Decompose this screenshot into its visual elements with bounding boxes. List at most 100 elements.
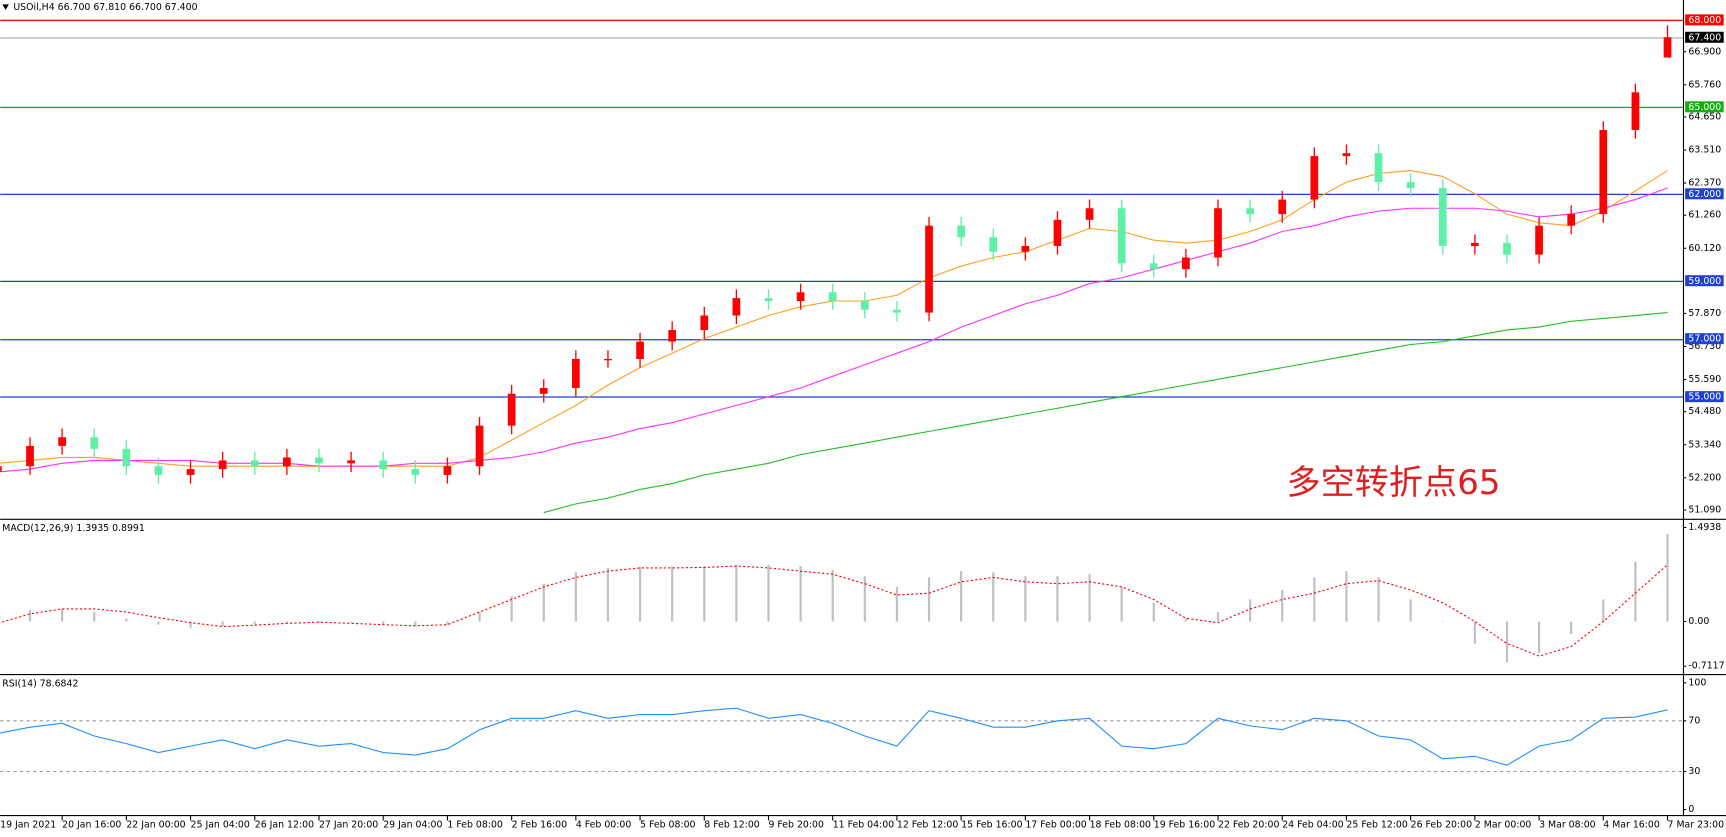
y-tick-label: -0.7117: [1688, 661, 1724, 672]
candle-body: [122, 448, 131, 467]
y-tick-label: 30: [1688, 766, 1700, 777]
y-tick-label: 63.510: [1688, 145, 1721, 156]
candle-body: [1663, 37, 1672, 58]
candle-body: [283, 457, 291, 467]
x-tick-label: 11 Feb 04:00: [833, 819, 894, 830]
candle-body: [154, 466, 163, 475]
candle-body: [186, 469, 195, 475]
candle-body: [571, 358, 580, 388]
macd-bar: [1216, 612, 1220, 622]
candle-body: [0, 466, 2, 473]
level-label: 65.000: [1688, 102, 1721, 113]
candle-body: [1310, 156, 1319, 200]
macd-bar: [1056, 576, 1059, 622]
x-tick-label: 26 Feb 20:00: [1411, 819, 1472, 830]
level-label: 68.000: [1688, 15, 1721, 26]
y-tick-label: 61.260: [1688, 210, 1721, 221]
macd-bar: [671, 566, 674, 622]
macd-bar: [1152, 602, 1155, 622]
x-tick-label: 27 Jan 20:00: [319, 819, 378, 830]
candle-body: [507, 393, 516, 426]
x-tick-label: 3 Mar 08:00: [1539, 819, 1596, 830]
y-tick-label: 57.870: [1688, 308, 1721, 319]
candle-body: [1374, 153, 1383, 183]
y-tick-label: 55.590: [1688, 374, 1721, 385]
macd-bar: [703, 566, 706, 622]
y-tick-label: 0: [1688, 804, 1694, 815]
candle-body: [443, 466, 452, 475]
macd-bar: [1602, 599, 1605, 622]
macd-bar: [414, 621, 417, 627]
macd-bar: [446, 621, 449, 625]
candle-body: [636, 341, 644, 359]
candle-body: [668, 329, 677, 342]
candle-body: [539, 387, 548, 394]
candle-body: [828, 292, 837, 302]
macd-bar: [1473, 621, 1476, 644]
x-tick-label: 22 Jan 00:00: [126, 819, 185, 830]
x-tick-label: 2 Mar 00:00: [1475, 819, 1532, 830]
candle-body: [1085, 208, 1094, 220]
macd-bar: [735, 564, 738, 622]
candle-body: [893, 309, 901, 313]
y-tick-label: 62.370: [1688, 178, 1721, 189]
level-label-box: [1685, 14, 1724, 26]
candle-body: [925, 225, 933, 313]
symbol-header: USOil,H4 66.700 67.810 66.700 67.400: [13, 2, 197, 13]
macd-bar: [253, 621, 256, 625]
macd-bar: [606, 567, 610, 622]
candle-body: [1053, 219, 1062, 246]
level-label: 55.000: [1688, 392, 1721, 403]
scales: 66.900 65.760 64.650 63.510 62.370 61.260 60.1…: [0, 14, 1725, 830]
y-tick-label: 65.760: [1688, 79, 1721, 90]
macd-bar: [125, 618, 128, 622]
macd-bar: [1345, 571, 1348, 622]
x-tick-label: 4 Feb 00:00: [576, 819, 631, 830]
level-label: 62.000: [1688, 189, 1721, 200]
candle-body: [1182, 257, 1190, 270]
macd-bar: [960, 571, 963, 622]
candle-body: [1406, 182, 1415, 188]
macd-bar: [510, 596, 513, 622]
macd-bar: [1088, 574, 1091, 622]
x-tick-label: 2 Feb 16:00: [512, 819, 567, 830]
moving-average: [543, 312, 1668, 514]
level-label-box: [1685, 391, 1724, 403]
menu-arrow[interactable]: [2, 4, 9, 10]
level-label-box: [1685, 188, 1724, 200]
moving-average: [0, 187, 1668, 473]
macd-bar: [638, 566, 642, 622]
x-tick-label: 5 Feb 08:00: [640, 819, 695, 830]
macd-plot: [0, 534, 1669, 663]
level-label: 59.000: [1688, 276, 1721, 287]
candle-body: [1278, 199, 1287, 215]
macd-bar: [478, 612, 481, 622]
x-tick-label: 4 Mar 16:00: [1603, 819, 1660, 830]
x-tick-label: 1 Feb 08:00: [447, 819, 502, 830]
candle-body: [1535, 225, 1543, 255]
macd-bar: [1441, 621, 1444, 623]
macd-bar: [927, 577, 931, 622]
macd-bar: [831, 569, 834, 622]
macd-bar: [992, 572, 995, 622]
candle-body: [475, 425, 484, 467]
macd-bar: [574, 572, 577, 622]
level-label: 67.400: [1688, 32, 1721, 43]
candle-body: [411, 469, 420, 475]
candle-body: [604, 358, 612, 361]
candle-body: [1342, 153, 1351, 157]
candle-body: [26, 445, 34, 467]
macd-bar: [349, 621, 353, 623]
macd-bar: [382, 621, 385, 625]
candle-body: [764, 298, 773, 302]
macd-bar: [1666, 534, 1669, 622]
macd-bar: [1184, 618, 1187, 622]
macd-header: MACD(12,26,9) 1.3935 0.8991: [2, 523, 145, 534]
rsi-plot: [0, 707, 1683, 773]
macd-bar: [1377, 577, 1380, 622]
candle-body: [1214, 208, 1222, 258]
macd-bar: [542, 583, 545, 622]
macd-bar: [799, 566, 802, 622]
x-tick-label: 29 Jan 04:00: [383, 819, 442, 830]
